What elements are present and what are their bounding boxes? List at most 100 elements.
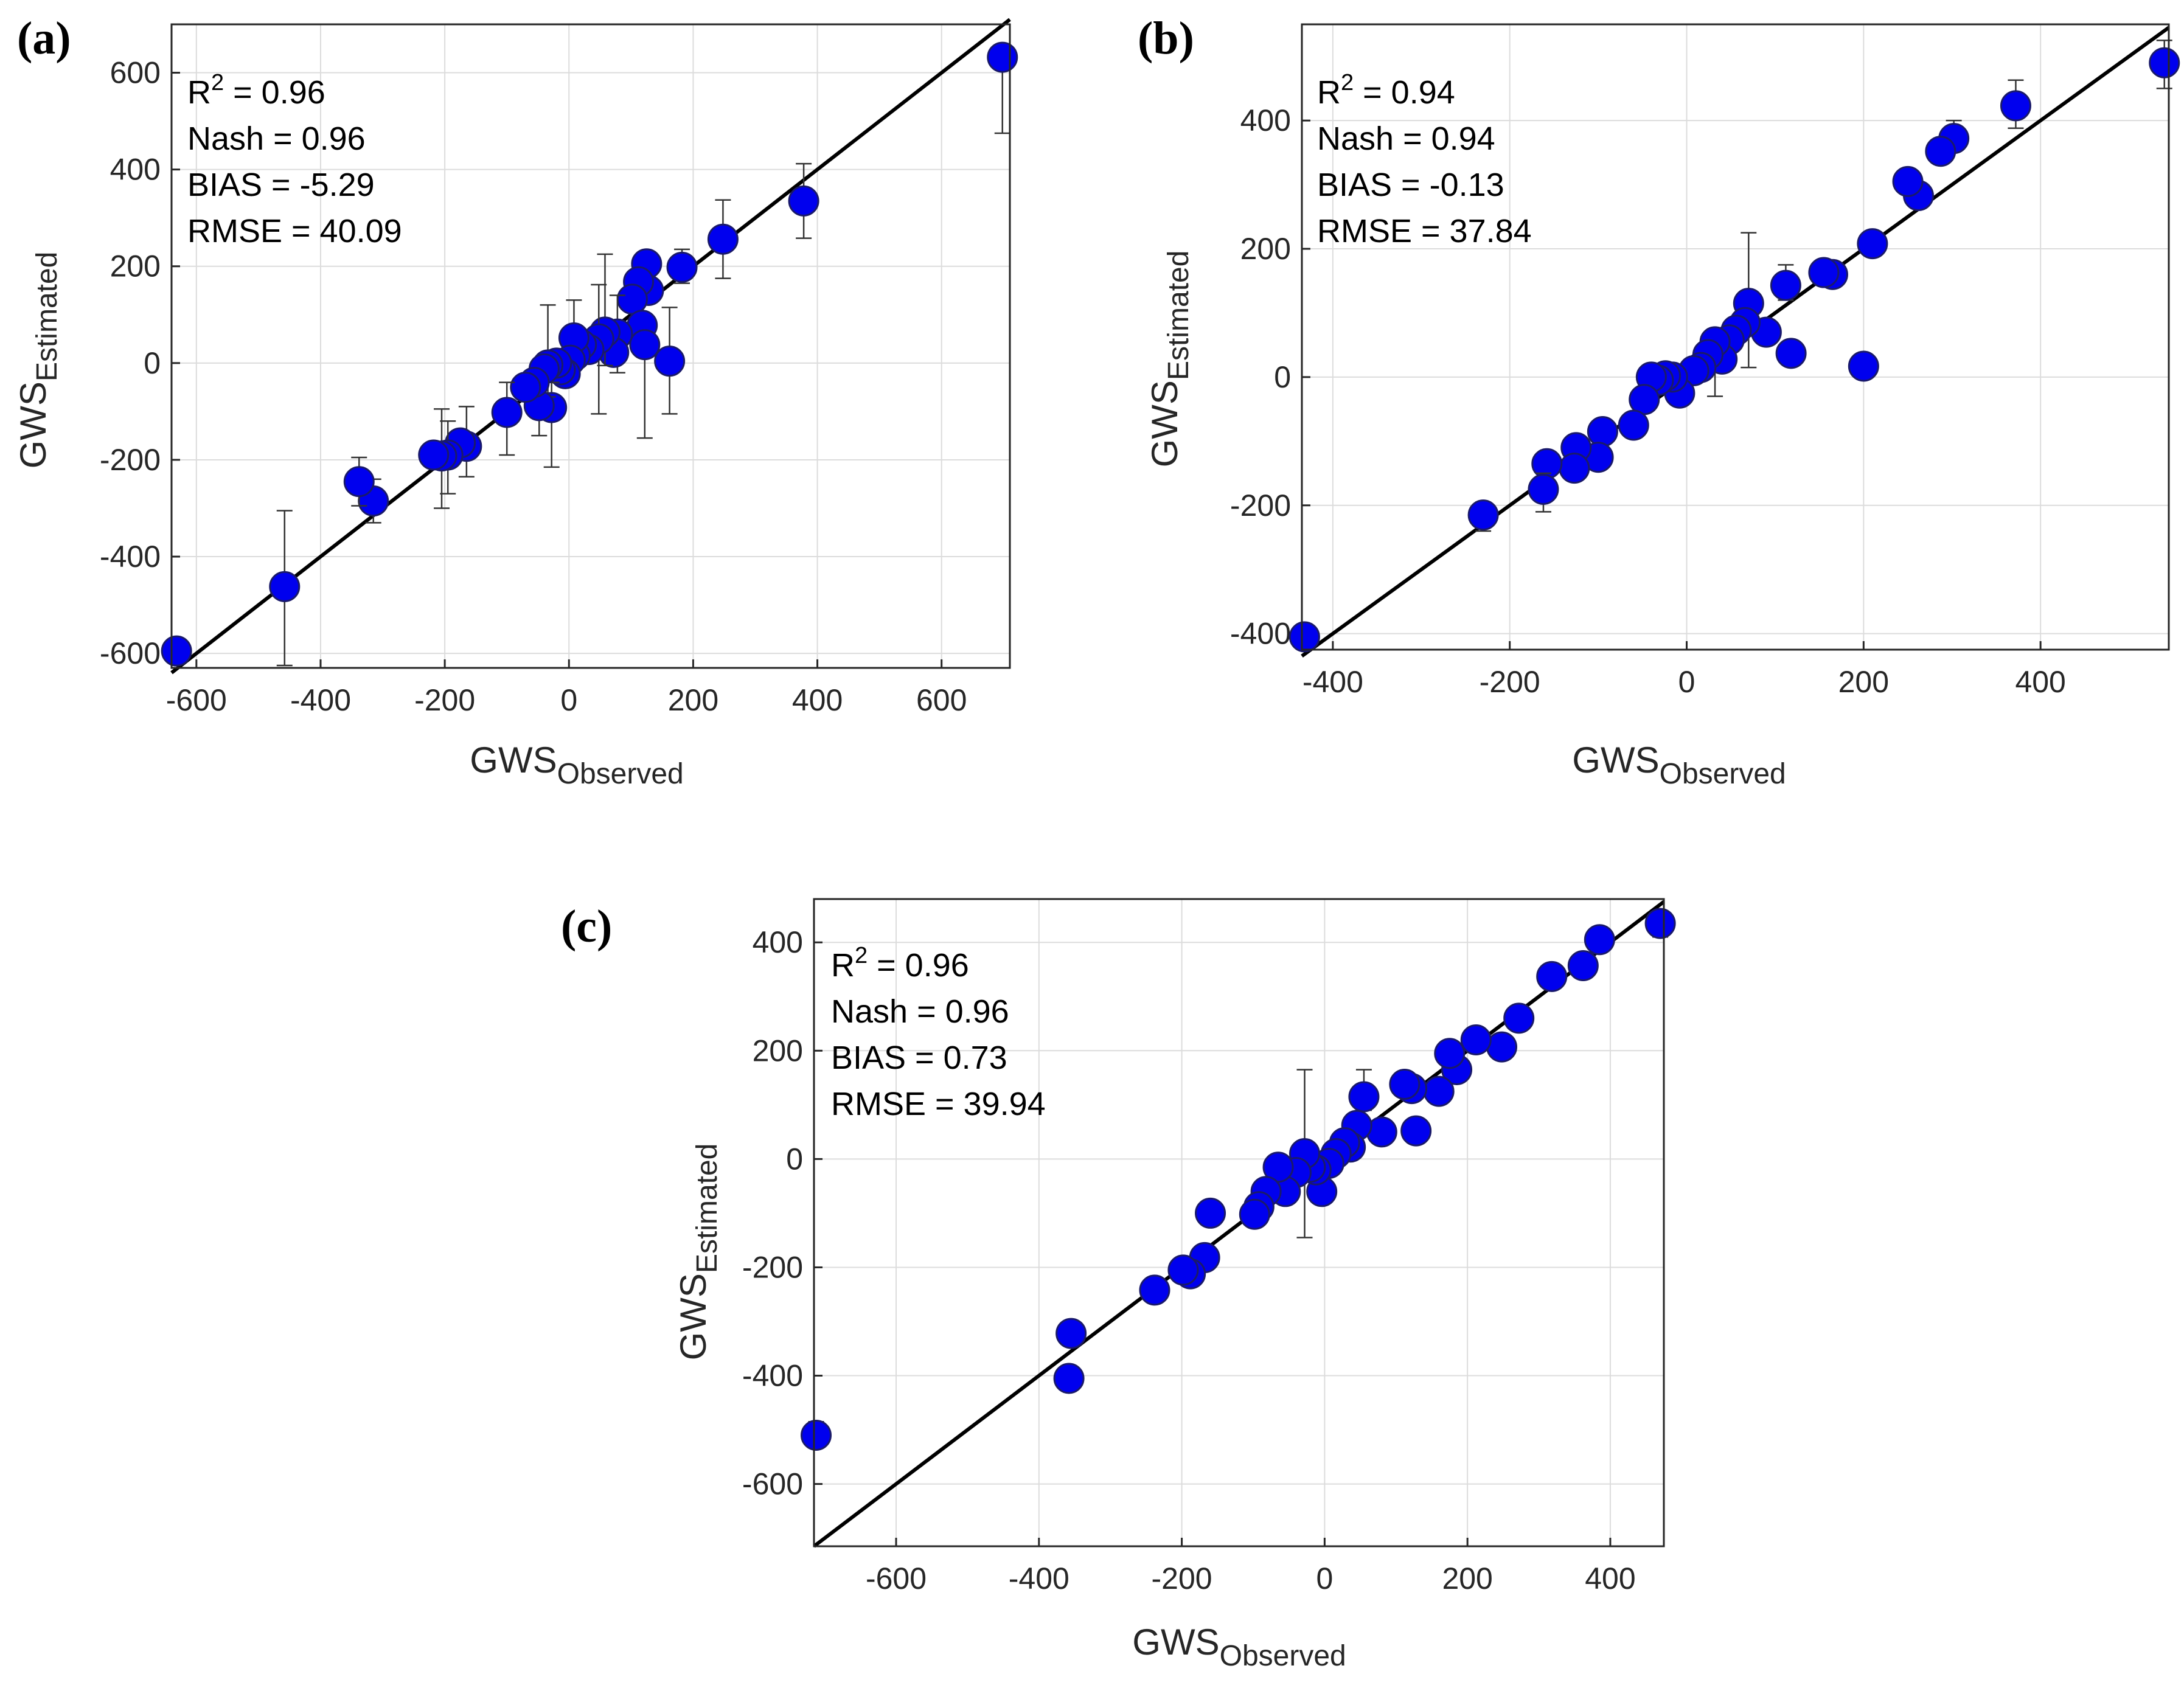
points-c: [801, 908, 1676, 1451]
y-tick-b-1: -200: [1230, 488, 1291, 523]
data-point-b-35: [1467, 499, 1499, 531]
data-point-b-6: [1857, 228, 1888, 260]
data-point-c-11: [1389, 1069, 1421, 1100]
data-point-b-9: [1808, 257, 1840, 288]
data-point-a-4: [654, 346, 686, 377]
y-tick-b-0: -400: [1230, 617, 1291, 651]
y-tick-b-4: 400: [1240, 103, 1291, 137]
panel-label-b: (b): [1138, 13, 1194, 64]
stat-r2-a: R2 = 0.96: [187, 70, 325, 111]
panel-c: (c) -600 -400 -200 0 200 400 -600 -400 -200 0 200 4…: [561, 898, 1676, 1672]
x-axis-title-sub-a: Observed: [557, 758, 684, 790]
data-point-b-36: [1288, 621, 1320, 653]
x-axis-title-sub-c: Observed: [1220, 1640, 1346, 1672]
y-axis-title-main-c: GWS: [673, 1273, 714, 1360]
data-point-b-10: [1770, 269, 1801, 301]
stat-bias-c: BIAS = 0.73: [831, 1040, 1007, 1076]
data-point-c-34: [1139, 1274, 1170, 1306]
stat-r2-b: R2 = 0.94: [1317, 70, 1455, 111]
x-tick-c-4: 200: [1442, 1561, 1492, 1596]
stat-bias-b: BIAS = -0.13: [1317, 167, 1504, 203]
data-point-c-35: [1055, 1318, 1087, 1349]
y-tick-a-2: -200: [100, 443, 161, 477]
x-tick-a-2: -200: [414, 683, 475, 717]
data-point-c-9: [1423, 1075, 1455, 1107]
y-tick-c-1: -400: [742, 1359, 803, 1393]
y-axis-title-b: GWSEstimated: [1144, 251, 1195, 468]
data-point-a-36: [343, 466, 375, 498]
y-tick-a-5: 400: [110, 153, 161, 187]
x-tick-c-1: -400: [1009, 1561, 1069, 1596]
data-point-b-28: [1618, 409, 1649, 441]
x-tick-c-5: 400: [1585, 1561, 1635, 1596]
y-axis-title-sub-b: Estimated: [1163, 251, 1195, 380]
y-tick-c-0: -600: [742, 1467, 803, 1501]
data-point-c-37: [801, 1419, 832, 1451]
x-axis-title-sub-b: Observed: [1660, 758, 1786, 790]
data-point-b-5: [1892, 165, 1924, 197]
y-axis-title-sub-c: Estimated: [691, 1144, 723, 1273]
data-point-c-36: [1053, 1363, 1085, 1394]
y-tick-a-4: 200: [110, 249, 161, 283]
y-axis-title-c: GWSEstimated: [673, 1144, 723, 1361]
x-axis-title-b: GWSObserved: [1572, 740, 1786, 790]
x-tick-a-4: 200: [668, 683, 718, 717]
y-axis-title-main-a: GWS: [13, 381, 54, 468]
data-point-c-6: [1460, 1024, 1492, 1055]
y-tick-b-2: 0: [1274, 360, 1291, 394]
stat-rmse-b: RMSE = 37.84: [1317, 213, 1532, 249]
y-tick-a-1: -400: [100, 540, 161, 574]
x-axis-title-main-b: GWS: [1572, 740, 1659, 780]
data-point-c-4: [1503, 1002, 1535, 1034]
stats-b: R2 = 0.94 Nash = 0.94 BIAS = -0.13 RMSE …: [1317, 70, 1532, 249]
stat-nash-a: Nash = 0.96: [187, 120, 366, 157]
stat-bias-a: BIAS = -5.29: [187, 167, 375, 203]
data-point-c-29: [1239, 1198, 1270, 1230]
x-tick-b-0: -400: [1302, 665, 1363, 699]
grid-c: [814, 899, 1664, 1546]
plot-frame-c: [813, 898, 1665, 1547]
data-point-b-1: [2000, 90, 2031, 122]
x-tick-a-0: -600: [166, 683, 227, 717]
data-point-a-8: [616, 283, 648, 315]
data-point-c-2: [1567, 950, 1599, 982]
panel-label-c: (c): [561, 901, 612, 952]
panel-label-a: (a): [17, 13, 71, 64]
data-point-b-34: [1528, 473, 1559, 505]
data-point-c-26: [1262, 1151, 1294, 1183]
x-tick-a-3: 0: [560, 683, 577, 717]
x-axis-title-c: GWSObserved: [1132, 1622, 1346, 1672]
data-point-b-0: [2149, 47, 2180, 78]
data-point-c-3: [1536, 960, 1568, 992]
x-axis-title-main-a: GWS: [470, 740, 557, 780]
data-point-a-29: [491, 397, 523, 428]
points-b: [1288, 40, 2180, 653]
y-axis-title-sub-a: Estimated: [31, 252, 63, 381]
stat-rmse-c: RMSE = 39.94: [831, 1086, 1046, 1122]
data-point-a-0: [987, 41, 1018, 73]
data-point-b-29: [1587, 416, 1618, 448]
data-point-a-38: [161, 635, 192, 667]
x-tick-a-6: 600: [916, 683, 967, 717]
stats-a: R2 = 0.96 Nash = 0.96 BIAS = -5.29 RMSE …: [187, 70, 402, 249]
x-tick-a-1: -400: [290, 683, 351, 717]
data-point-c-30: [1195, 1197, 1226, 1229]
data-point-c-12: [1400, 1115, 1432, 1147]
data-point-a-28: [510, 372, 541, 403]
x-tick-c-2: -200: [1152, 1561, 1212, 1596]
y-tick-c-4: 200: [753, 1033, 803, 1068]
data-point-a-1: [788, 185, 819, 217]
stat-nash-b: Nash = 0.94: [1317, 120, 1495, 157]
x-tick-b-3: 200: [1838, 665, 1889, 699]
data-point-b-32: [1559, 453, 1590, 484]
ticks-c: -600 -400 -200 0 200 400 -600 -400 -200 0 200 400: [742, 925, 1636, 1596]
x-tick-a-5: 400: [792, 683, 843, 717]
data-point-b-11: [1775, 338, 1807, 369]
data-point-a-3: [666, 251, 698, 283]
stat-r2-c: R2 = 0.96: [831, 943, 969, 984]
x-tick-b-1: -200: [1480, 665, 1540, 699]
stat-rmse-a: RMSE = 40.09: [187, 213, 402, 249]
data-point-c-14: [1348, 1081, 1380, 1113]
x-tick-b-4: 400: [2015, 665, 2065, 699]
